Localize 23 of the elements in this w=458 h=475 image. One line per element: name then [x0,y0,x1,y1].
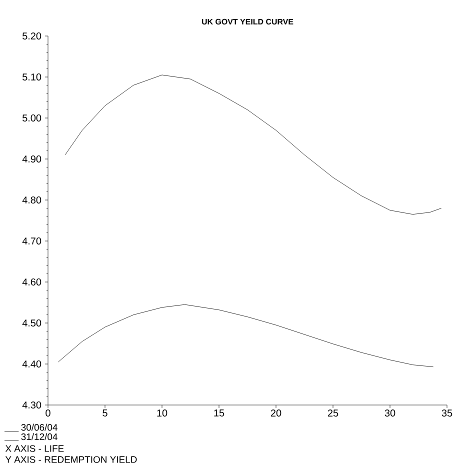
y-tick-label: 4.40 [22,360,42,368]
x-tick-label: 35 [442,410,452,417]
y-tick-label: 4.30 [22,401,42,409]
y-tick-label: 5.20 [22,32,42,40]
y-tick-label: 4.70 [22,237,42,245]
text: Y AXIS - REDEMPTION YIELD [5,456,137,463]
y-tick-label: 5.10 [22,73,42,81]
y-tick-label: 5.00 [22,114,42,122]
legend-label: 30/06/04 [21,424,58,431]
y-tick-label: 4.60 [22,278,42,286]
x-tick-label: 5 [102,410,108,416]
x-tick-label: 15 [214,410,224,416]
y-tick-label: 4.90 [22,155,42,163]
x-tick-label: 10 [157,410,168,417]
y-tick-label: 4.80 [22,196,42,204]
text: X AXIS - LIFE [5,445,64,452]
x-tick-label: 0 [46,410,50,417]
line-series [64,74,442,215]
legend-label: 31/12/04 [21,433,58,440]
x-tick-label: 30 [384,410,396,417]
y-tick-label: 4.50 [22,319,42,327]
x-tick-label: 20 [270,410,282,417]
x-tick-label: 25 [328,410,338,417]
